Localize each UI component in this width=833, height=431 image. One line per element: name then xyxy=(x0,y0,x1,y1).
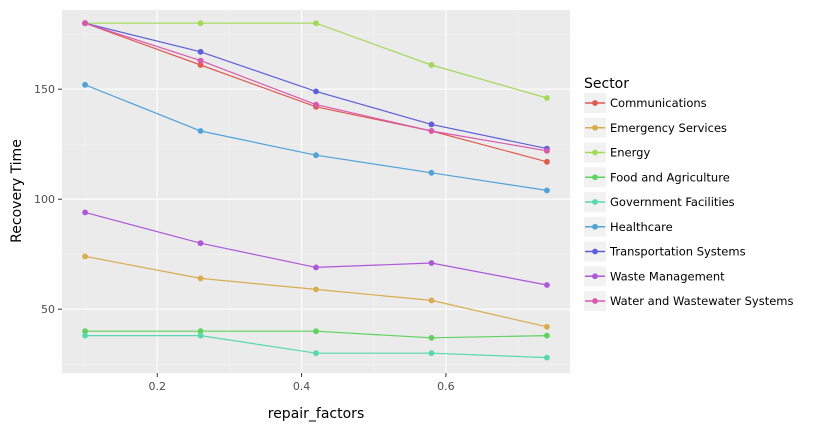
legend-key-point xyxy=(592,273,598,280)
legend-item-communications: Communications xyxy=(584,93,707,113)
data-point-government-facilities xyxy=(82,332,88,339)
data-point-emergency-services xyxy=(197,275,204,282)
data-point-energy xyxy=(197,20,204,27)
series-food-and-agriculture xyxy=(82,328,550,341)
data-point-food-and-agriculture xyxy=(82,328,88,335)
legend-label: Water and Wastewater Systems xyxy=(610,294,794,308)
y-axis-title: Recovery Time xyxy=(9,139,25,243)
x-axis: 0.2 0.4 0.6 xyxy=(149,373,455,393)
data-point-communications xyxy=(197,62,204,68)
data-point-waste-management xyxy=(197,240,204,247)
series-emergency-services xyxy=(82,253,550,330)
legend-label: Energy xyxy=(610,146,650,160)
legend-label: Waste Management xyxy=(610,269,725,283)
legend-label: Communications xyxy=(610,96,707,110)
data-point-energy xyxy=(313,20,319,27)
data-point-food-and-agriculture xyxy=(544,332,550,339)
data-point-government-facilities xyxy=(197,332,204,339)
x-tick-label: 0.6 xyxy=(437,380,455,393)
legend-item-energy: Energy xyxy=(584,142,650,163)
data-point-healthcare xyxy=(428,169,435,176)
data-point-transportation-systems xyxy=(197,48,204,55)
data-point-food-and-agriculture xyxy=(313,328,319,335)
data-point-energy xyxy=(544,95,550,101)
series-government-facilities xyxy=(82,332,550,361)
legend-item-waste-management: Waste Management xyxy=(584,266,725,287)
data-point-water-and-wastewater-systems xyxy=(544,147,550,154)
legend-item-food-and-agriculture: Food and Agriculture xyxy=(584,167,730,188)
data-point-healthcare xyxy=(82,81,88,88)
legend-key-point xyxy=(592,149,598,156)
major-gridlines xyxy=(62,10,570,373)
legend-key-point xyxy=(592,124,598,131)
legend-item-water-and-wastewater-systems: Water and Wastewater Systems xyxy=(584,291,794,311)
data-point-food-and-agriculture xyxy=(428,334,435,341)
data-point-emergency-services xyxy=(82,253,88,260)
legend-label: Transportation Systems xyxy=(609,245,746,259)
legend-item-government-facilities: Government Facilities xyxy=(584,192,735,212)
data-point-waste-management xyxy=(428,260,435,266)
data-point-healthcare xyxy=(313,152,319,159)
legend: Sector Communications Emergency Services E… xyxy=(584,76,794,311)
data-point-emergency-services xyxy=(428,297,435,304)
data-point-food-and-agriculture xyxy=(197,328,204,335)
data-point-waste-management xyxy=(82,209,88,216)
series-water-and-wastewater-systems xyxy=(82,20,550,154)
data-point-government-facilities xyxy=(313,350,319,357)
series-waste-management xyxy=(82,209,550,288)
legend-label: Emergency Services xyxy=(610,121,727,135)
legend-label: Government Facilities xyxy=(610,195,735,209)
data-point-government-facilities xyxy=(428,350,435,357)
legend-label: Food and Agriculture xyxy=(610,170,730,184)
data-point-waste-management xyxy=(544,282,550,288)
data-point-water-and-wastewater-systems xyxy=(82,20,88,27)
legend-key-point xyxy=(592,174,598,181)
legend-item-transportation-systems: Transportation Systems xyxy=(584,241,746,262)
data-point-transportation-systems xyxy=(428,121,435,128)
data-point-healthcare xyxy=(544,187,550,194)
legend-title: Sector xyxy=(584,76,629,92)
legend-key-point xyxy=(592,100,598,106)
data-point-water-and-wastewater-systems xyxy=(197,57,204,64)
data-point-government-facilities xyxy=(544,354,550,361)
data-point-water-and-wastewater-systems xyxy=(428,128,435,134)
legend-key-point xyxy=(592,248,598,255)
series-energy xyxy=(82,20,550,101)
data-point-communications xyxy=(544,158,550,165)
data-point-water-and-wastewater-systems xyxy=(313,101,319,108)
plot-panel xyxy=(62,10,570,373)
y-axis: 50 100 150 xyxy=(34,83,62,316)
y-tick-label: 100 xyxy=(34,193,55,206)
x-tick-label: 0.2 xyxy=(149,380,167,393)
y-tick-label: 50 xyxy=(41,303,55,316)
legend-item-healthcare: Healthcare xyxy=(584,216,673,237)
series-layer xyxy=(82,20,550,361)
x-tick-label: 0.4 xyxy=(293,380,311,393)
legend-label: Healthcare xyxy=(610,220,673,234)
data-point-waste-management xyxy=(313,264,319,271)
minor-gridlines xyxy=(62,10,570,373)
series-healthcare xyxy=(82,81,550,194)
legend-key-point xyxy=(592,223,598,230)
y-tick-label: 150 xyxy=(34,83,55,96)
x-axis-title: repair_factors xyxy=(268,406,364,422)
legend-key-point xyxy=(592,298,598,304)
data-point-emergency-services xyxy=(313,286,319,293)
data-point-energy xyxy=(428,62,435,68)
data-point-healthcare xyxy=(197,128,204,134)
data-point-transportation-systems xyxy=(313,88,319,95)
data-point-emergency-services xyxy=(544,323,550,330)
legend-item-emergency-services: Emergency Services xyxy=(584,117,727,138)
legend-key-point xyxy=(592,199,598,205)
